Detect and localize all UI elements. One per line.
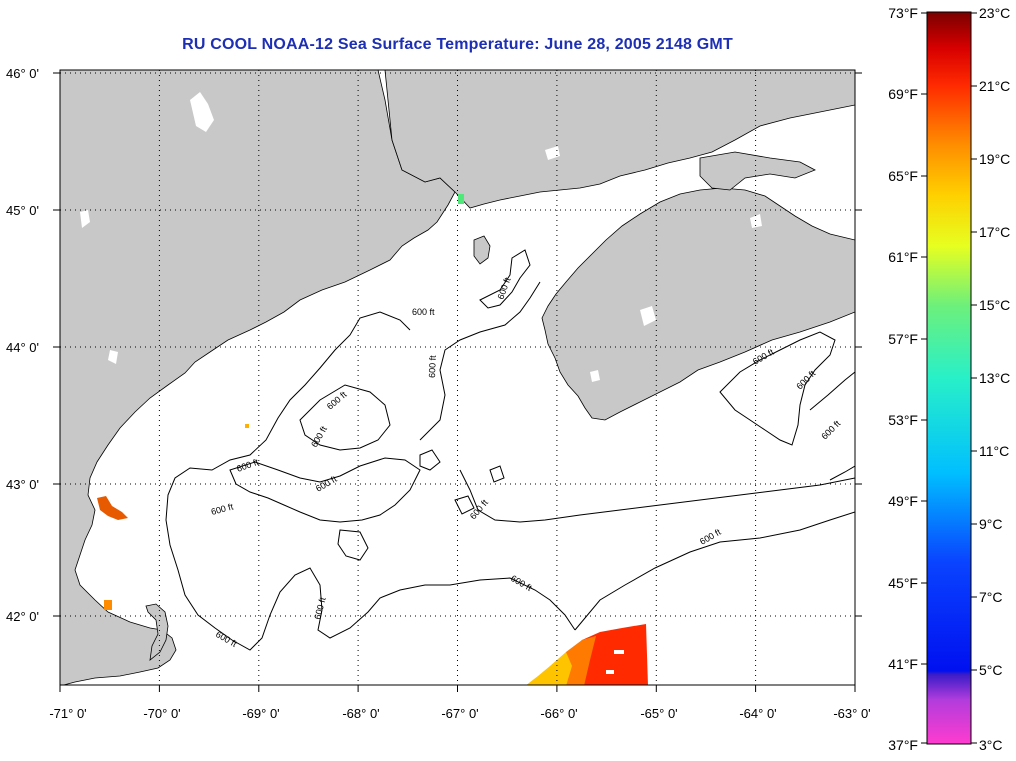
colorbar-c-label: 7°C: [979, 589, 1003, 605]
colorbar-f-label: 57°F: [888, 331, 918, 347]
sst-patch-coastal-small: [104, 600, 112, 610]
colorbar-c-labels: 23°C 21°C 19°C 17°C 15°C 13°C 11°C 9°C 7…: [979, 5, 1010, 753]
sst-patch-gulf-stream-yellow: [526, 652, 572, 685]
lat-tick-label: 43° 0': [6, 477, 39, 492]
land-new-england: [60, 70, 456, 685]
lon-tick-label: -63° 0': [833, 706, 870, 721]
lon-tick-label: -71° 0': [49, 706, 86, 721]
lon-tick-label: -65° 0': [640, 706, 677, 721]
colorbar-c-label: 3°C: [979, 737, 1003, 753]
lon-tick-label: -67° 0': [441, 706, 478, 721]
land-new-brunswick: [384, 70, 855, 209]
axis-ticks: [53, 72, 862, 692]
colorbar-c-label: 23°C: [979, 5, 1010, 21]
sst-patch-coastal-orange: [97, 496, 128, 520]
colorbar-c-label: 11°C: [979, 443, 1009, 459]
lon-tick-label: -66° 0': [540, 706, 577, 721]
colorbar-f-label: 61°F: [888, 249, 918, 265]
lon-tick-labels: -71° 0' -70° 0' -69° 0' -68° 0' -67° 0' …: [49, 706, 870, 721]
contour-label: 600 ft: [412, 307, 435, 317]
land-cape-cod: [145, 603, 169, 661]
colorbar-f-label: 69°F: [888, 86, 918, 102]
colorbar-f-label: 49°F: [888, 493, 918, 509]
land-chignecto: [699, 151, 816, 191]
colorbar-f-label: 45°F: [888, 575, 918, 591]
map-area: 600 ft 600 ft 600 ft 600 ft 600 ft 600 f…: [60, 70, 855, 685]
colorbar-c-label: 19°C: [979, 151, 1010, 167]
sst-patches: [97, 194, 648, 685]
land-lakes: [80, 92, 762, 382]
land-grand-manan: [473, 235, 491, 265]
colorbar-f-label: 53°F: [888, 412, 918, 428]
map-title: RU COOL NOAA-12 Sea Surface Temperature:…: [182, 36, 733, 53]
lon-tick-label: -69° 0': [242, 706, 279, 721]
sst-cloud-gap: [614, 650, 624, 654]
colorbar-c-label: 21°C: [979, 78, 1010, 94]
colorbar-c-label: 13°C: [979, 370, 1010, 386]
colorbar-f-label: 73°F: [888, 5, 918, 21]
lat-tick-label: 44° 0': [6, 340, 39, 355]
lat-tick-label: 45° 0': [6, 203, 39, 218]
contour-label: 600 ft: [427, 355, 438, 378]
colorbar-f-labels: 73°F 69°F 65°F 61°F 57°F 53°F 49°F 45°F …: [888, 5, 918, 753]
lon-tick-label: -70° 0': [143, 706, 180, 721]
lat-tick-label: 42° 0': [6, 609, 39, 624]
colorbar-f-label: 41°F: [888, 656, 918, 672]
lon-tick-label: -64° 0': [739, 706, 776, 721]
bathymetry-contours: [165, 249, 855, 651]
sst-patch-river-green: [458, 194, 464, 204]
lon-tick-label: -68° 0': [342, 706, 379, 721]
colorbar-c-label: 15°C: [979, 297, 1010, 313]
lat-tick-labels: 46° 0' 45° 0' 44° 0' 43° 0' 42° 0': [6, 66, 39, 624]
colorbar-f-label: 65°F: [888, 168, 918, 184]
lat-tick-label: 46° 0': [6, 66, 39, 81]
colorbar-c-label: 5°C: [979, 662, 1003, 678]
colorbar: [926, 11, 972, 745]
colorbar-c-label: 17°C: [979, 224, 1010, 240]
sst-patch-tiny: [245, 424, 249, 428]
colorbar-f-label: 37°F: [888, 737, 918, 753]
colorbar-ticks: [921, 12, 977, 744]
colorbar-c-label: 9°C: [979, 516, 1003, 532]
sst-cloud-gap: [606, 670, 614, 674]
